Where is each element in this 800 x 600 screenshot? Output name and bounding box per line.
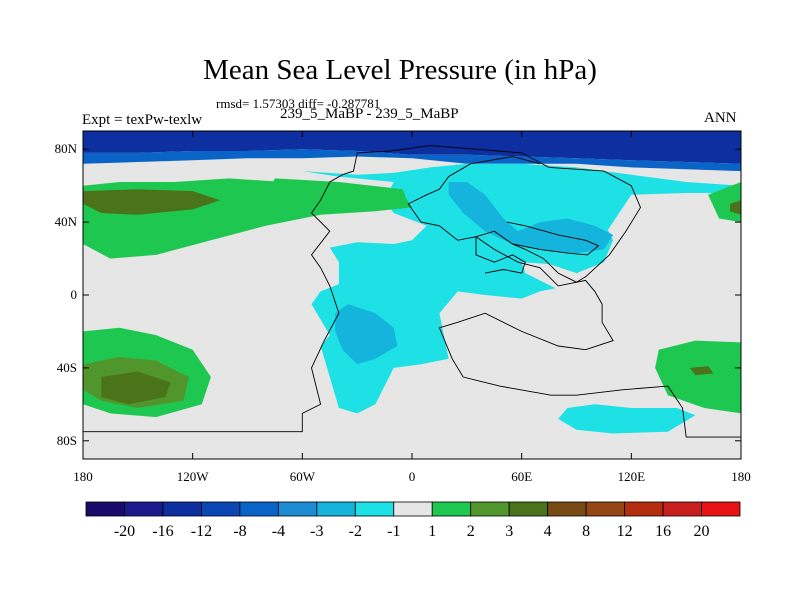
season-label: ANN <box>704 110 737 126</box>
contour-region-1 <box>83 149 741 172</box>
contour-region-9 <box>83 189 221 215</box>
coastline-1 <box>438 236 741 438</box>
colorbar-swatch <box>547 501 587 517</box>
coastlines <box>83 145 741 438</box>
colorbar-swatch <box>85 501 125 517</box>
contour-region-4 <box>335 304 398 365</box>
y-tick-label: 40S <box>57 360 77 375</box>
colorbar-swatch <box>277 501 318 517</box>
contour-region-14 <box>689 366 714 376</box>
x-tick-label: 180 <box>731 469 751 484</box>
x-tick-label: 60E <box>511 469 532 484</box>
y-tick-label: 80S <box>57 433 77 448</box>
colorbar-swatch <box>624 501 664 517</box>
contour-region-7 <box>521 262 581 290</box>
contour-region-12 <box>101 371 171 405</box>
colorbar-swatch <box>316 501 356 517</box>
chart-title: Mean Sea Level Pressure (in hPa) <box>203 54 597 86</box>
colorbar-label: -4 <box>272 523 285 540</box>
coastline-2 <box>475 236 526 274</box>
x-tick-label: 60W <box>290 469 316 484</box>
x-tick-label: 0 <box>409 469 416 484</box>
contour-region-0 <box>83 131 741 164</box>
colorbar-label: -2 <box>349 523 362 540</box>
contour-region-16 <box>730 200 741 215</box>
colorbar: -20 -16 -12 -8 -4 -3 -2 -1 1 2 3 4 8 12 16 20 <box>85 501 741 540</box>
y-tick-label: 80N <box>55 141 78 156</box>
colorbar-label: 2 <box>467 523 475 540</box>
comparison-label: 239_5_MaBP - 239_5_MaBP <box>280 106 459 122</box>
colorbar-swatch <box>354 501 395 517</box>
colorbar-swatch <box>393 501 433 517</box>
colorbar-swatch <box>585 501 625 517</box>
x-axis: 180 120W 60W 0 60E 120E 180 <box>73 131 751 484</box>
x-tick-label: 180 <box>73 469 93 484</box>
contour-region-6 <box>558 404 696 434</box>
chart-subtitle: rmsd= 1.57303 diff= -0.287781 <box>216 96 381 111</box>
coastline-3 <box>506 221 600 256</box>
colorbar-label: 3 <box>505 523 513 540</box>
y-tick-label: 40N <box>55 214 78 229</box>
colorbar-label: -16 <box>152 523 173 540</box>
colorbar-swatch <box>662 501 702 517</box>
contour-region-17 <box>265 178 409 212</box>
x-tick-label: 120W <box>177 469 210 484</box>
y-tick-label: 0 <box>71 287 78 302</box>
colorbar-label: -1 <box>387 523 400 540</box>
colorbar-swatch <box>470 501 510 517</box>
colorbar-label: -12 <box>191 523 212 540</box>
colorbar-swatch <box>162 501 202 517</box>
colorbar-label: 20 <box>694 523 710 540</box>
colorbar-label: 1 <box>428 523 436 540</box>
colorbar-label: 16 <box>655 523 671 540</box>
y-axis: 80N 40N 0 40S 80S <box>55 141 741 448</box>
colorbar-swatch <box>201 501 241 517</box>
contour-region-2 <box>302 163 741 414</box>
colorbar-swatch <box>508 501 549 517</box>
contour-region-13 <box>655 340 741 414</box>
colorbar-label: 4 <box>544 523 552 540</box>
colorbar-swatch <box>431 501 472 517</box>
colorbar-swatch <box>239 501 279 517</box>
x-tick-label: 120E <box>618 469 646 484</box>
coastline-0 <box>83 145 642 433</box>
colorbar-label: -8 <box>233 523 246 540</box>
colorbar-swatch <box>701 501 741 517</box>
colorbar-swatch <box>124 501 164 517</box>
colorbar-label: -3 <box>310 523 323 540</box>
colorbar-label: 8 <box>582 523 590 540</box>
colorbar-label: 12 <box>617 523 633 540</box>
contour-regions <box>83 131 741 434</box>
contour-region-5 <box>448 182 614 254</box>
experiment-label: Expt = texPw-texlw <box>82 112 203 128</box>
colorbar-label: -20 <box>114 523 135 540</box>
